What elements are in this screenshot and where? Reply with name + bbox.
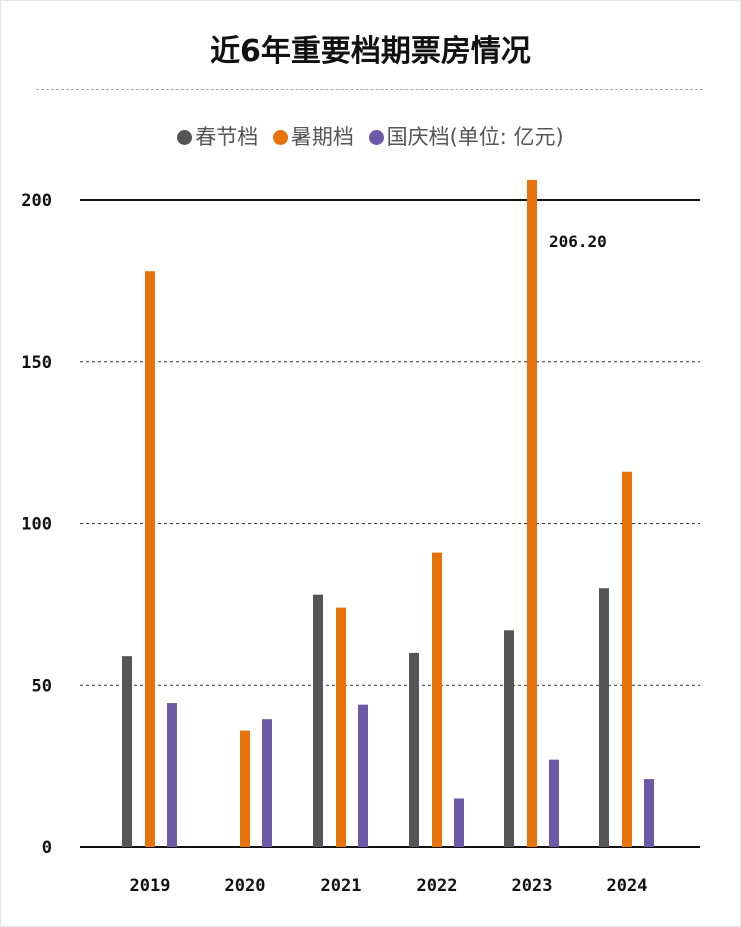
bar-暑期档-2023	[527, 179, 537, 847]
bar-暑期档-2024	[622, 471, 632, 847]
y-tick-label-100: 100	[21, 515, 52, 535]
bar-春节档-2021	[313, 594, 323, 847]
legend-label-national-day: 国庆档(单位: 亿元)	[386, 125, 564, 149]
y-tick-label-0: 0	[42, 838, 52, 858]
legend-swatch-summer	[272, 130, 288, 145]
x-tick-label-2020: 2020	[225, 876, 266, 896]
bar-暑期档-2020	[240, 730, 250, 847]
x-tick-label-2024: 2024	[607, 876, 648, 896]
bar-暑期档-2021	[336, 607, 346, 847]
data-label-2023: 206.20	[549, 232, 607, 251]
bar-国庆档-2023	[549, 759, 559, 847]
legend-swatch-spring	[177, 130, 193, 145]
bar-国庆档-2020	[262, 719, 272, 847]
title-divider	[36, 89, 703, 90]
x-tick-label-2021: 2021	[321, 876, 362, 896]
x-tick-label-2019: 2019	[130, 876, 171, 896]
y-tick-label-200: 200	[21, 191, 52, 211]
bar-国庆档-2022	[454, 798, 464, 847]
bar-春节档-2023	[504, 630, 514, 847]
bar-国庆档-2021	[358, 704, 368, 847]
x-tick-label-2023: 2023	[512, 876, 553, 896]
legend: 春节档 暑期档 国庆档(单位: 亿元)	[0, 121, 741, 151]
bar-国庆档-2019	[167, 703, 177, 847]
y-tick-label-150: 150	[21, 353, 52, 373]
legend-label-spring: 春节档	[195, 125, 259, 149]
y-tick-label-50: 50	[32, 676, 52, 696]
bar-暑期档-2022	[432, 552, 442, 847]
legend-label-summer: 暑期档	[290, 125, 354, 149]
legend-item-summer: 暑期档	[272, 121, 354, 151]
bar-春节档-2022	[409, 652, 419, 847]
legend-item-national-day: 国庆档(单位: 亿元)	[368, 121, 564, 151]
legend-swatch-national-day	[368, 130, 384, 145]
bar-国庆档-2024	[644, 779, 654, 847]
x-tick-label-2022: 2022	[417, 876, 458, 896]
legend-item-spring: 春节档	[177, 121, 258, 151]
bar-春节档-2024	[599, 588, 609, 847]
chart-title: 近6年重要档期票房情况	[210, 34, 531, 69]
bar-春节档-2019	[122, 656, 132, 847]
bar-暑期档-2019	[145, 271, 155, 847]
